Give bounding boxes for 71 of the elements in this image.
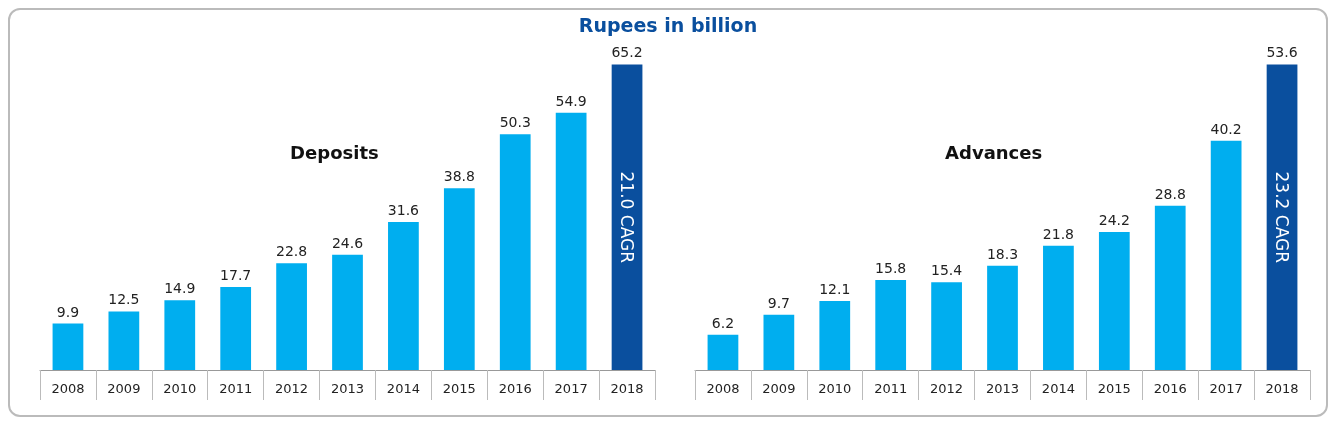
bar	[52, 323, 84, 370]
data-label: 6.2	[711, 314, 735, 331]
bar	[1210, 140, 1242, 370]
x-tick-label: 2013	[985, 381, 1020, 396]
data-label: 38.8	[443, 168, 475, 185]
bar	[819, 301, 851, 370]
data-label: 54.9	[555, 92, 587, 109]
data-label: 31.6	[387, 201, 420, 218]
x-tick-label: 2011	[219, 381, 253, 396]
bar	[1154, 205, 1186, 370]
data-label: 18.3	[986, 245, 1019, 262]
bar	[1043, 245, 1074, 370]
data-label: 15.8	[875, 259, 907, 276]
bar	[555, 112, 587, 370]
x-tick-label: 2014	[386, 381, 420, 396]
x-tick-label: 2015	[442, 381, 476, 396]
data-label: 9.9	[56, 303, 80, 320]
bar	[987, 265, 1018, 370]
x-tick-label: 2012	[930, 381, 964, 396]
bar	[164, 300, 196, 370]
bar	[108, 311, 140, 370]
text: Advances	[945, 141, 1043, 163]
x-tick-label: 2011	[874, 381, 908, 396]
x-tick-label: 2014	[1041, 381, 1075, 396]
annotation: 21.0 CAGR	[617, 171, 638, 264]
x-tick-label: 2016	[498, 381, 532, 396]
bar	[611, 64, 643, 370]
data-label: 24.6	[331, 234, 364, 251]
data-label: 15.4	[931, 262, 963, 279]
bar	[499, 134, 531, 370]
x-tick-label: 2017	[1209, 381, 1243, 396]
x-tick-label: 2010	[818, 381, 852, 396]
bar	[875, 279, 907, 370]
data-label: 12.1	[819, 281, 851, 298]
data-label: 14.9	[164, 280, 196, 297]
bar	[388, 221, 419, 370]
bar	[1098, 232, 1130, 370]
x-tick-label: 2015	[1097, 381, 1131, 396]
data-label: 21.8	[1042, 225, 1074, 242]
x-tick-label: 2008	[51, 381, 85, 396]
data-label: 22.8	[276, 243, 308, 260]
text: Deposits	[290, 141, 379, 163]
x-tick-label: 2017	[554, 381, 588, 396]
data-label: 12.5	[108, 291, 140, 308]
data-label: 24.2	[1098, 212, 1130, 229]
data-label: 17.7	[220, 267, 252, 284]
bar	[220, 287, 252, 370]
bar	[931, 282, 962, 370]
x-tick-label: 2009	[107, 381, 141, 396]
x-tick-label: 2018	[1265, 381, 1299, 396]
data-label: 40.2	[1210, 120, 1242, 137]
x-tick-label: 2016	[1153, 381, 1187, 396]
x-tick-label: 2012	[275, 381, 309, 396]
bar	[707, 334, 739, 370]
text: Rupees in billion	[578, 14, 758, 36]
x-tick-label: 2018	[610, 381, 644, 396]
bar	[443, 188, 475, 370]
data-label: 9.7	[767, 294, 790, 311]
bar	[1266, 64, 1298, 370]
x-tick-label: 2010	[163, 381, 197, 396]
x-tick-label: 2008	[706, 381, 740, 396]
x-tick-label: 2009	[762, 381, 796, 396]
data-label: 50.3	[499, 114, 531, 131]
bar	[276, 263, 307, 370]
x-tick-label: 2013	[330, 381, 365, 396]
bar	[763, 314, 795, 370]
data-label: 53.6	[1266, 44, 1298, 61]
annotation: 23.2 CAGR	[1272, 171, 1293, 264]
bar	[332, 254, 363, 370]
data-label: 28.8	[1154, 185, 1186, 202]
data-label: 65.2	[611, 44, 643, 61]
